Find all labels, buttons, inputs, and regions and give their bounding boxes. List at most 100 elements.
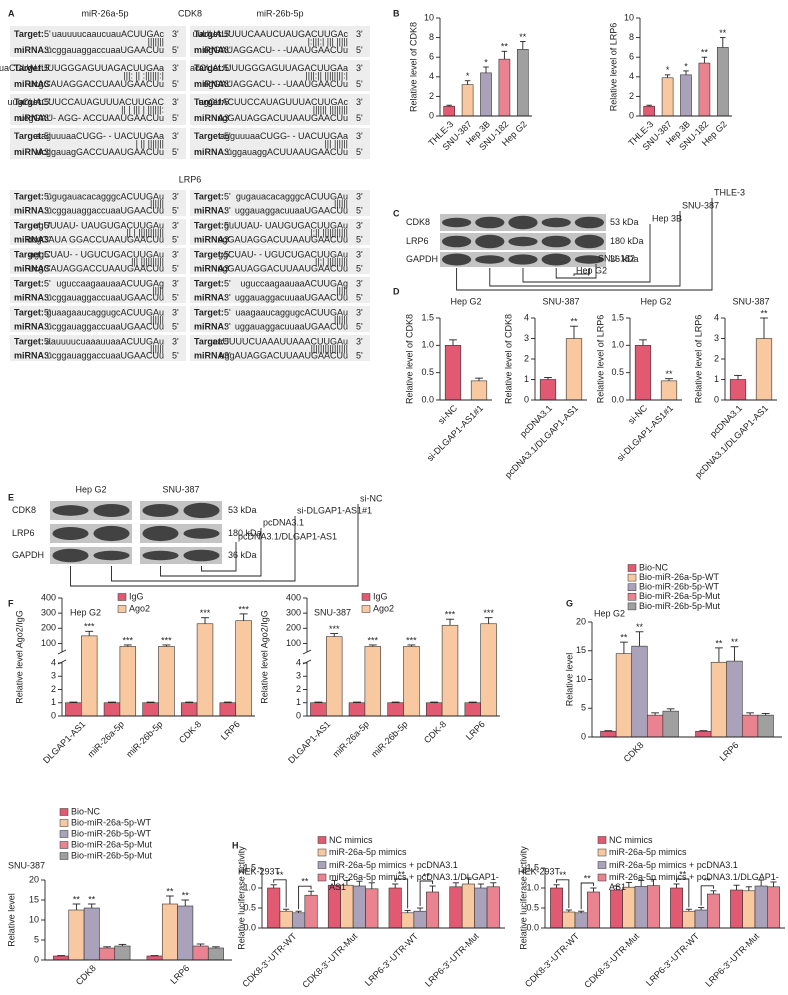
alignment-box	[190, 277, 370, 303]
significance: **	[636, 622, 644, 632]
legend-label: miR-26a-5p mimics + pcDNA3.1	[329, 859, 458, 870]
prime: 5'	[172, 113, 179, 123]
chart-title: SNU-387	[542, 296, 579, 306]
bar	[516, 49, 529, 117]
bracket	[676, 878, 690, 908]
x-tick-label: CDK-8	[422, 719, 448, 745]
y-tick-label: 4	[714, 312, 719, 322]
bar	[279, 910, 293, 929]
y-tick-label: 2	[429, 91, 434, 101]
pairing: ||||||||||||||||	[311, 343, 348, 353]
y-tick-label: 2	[629, 91, 634, 101]
prime: 3'	[172, 97, 179, 107]
y-tick-label: 4	[296, 657, 301, 667]
axis-break-gap	[304, 652, 310, 662]
blot-band	[142, 525, 179, 542]
prime: 5'	[172, 147, 179, 157]
target-label: Target:	[14, 131, 44, 141]
prime: 5'	[44, 131, 51, 141]
x-tick-label: CDK-8	[177, 719, 203, 745]
alignment-box	[10, 190, 186, 216]
prime: 3'	[224, 263, 231, 273]
mirna-label: miRNA:	[194, 321, 227, 331]
mirna-label: miRNA:	[14, 79, 47, 89]
mirna-seq: ucgGAUAGGACCUAAUGAACUu	[29, 79, 164, 89]
target-seq: gugauacacagggcACUUGAu	[236, 192, 348, 202]
legend-swatch	[627, 583, 637, 591]
bar	[600, 730, 617, 738]
blot-size-label: 53 kDa	[610, 217, 639, 227]
blot-band	[183, 502, 220, 519]
pairing: |:|||:| ||| |||||	[308, 37, 348, 47]
bar	[706, 893, 720, 929]
panel-label: H	[232, 840, 239, 850]
prime: 5'	[172, 234, 179, 244]
target-label: Target:	[194, 63, 224, 73]
prime: 3'	[44, 350, 51, 360]
blot-band	[508, 254, 538, 265]
mirna-label: miRNA:	[194, 234, 227, 244]
prime: 3'	[172, 192, 179, 202]
significance: **	[665, 369, 673, 379]
pairing: |||||||	[148, 37, 164, 47]
legend-label: IgG	[373, 591, 388, 601]
lane-label: si-NC	[360, 493, 383, 503]
bar	[565, 338, 583, 401]
significance: **	[620, 633, 628, 643]
y-axis-label: Relative luciferase activity	[518, 846, 528, 950]
prime: 5'	[172, 350, 179, 360]
legend-label: miR-26a-5p mimics	[609, 847, 687, 857]
bracket-label: **	[398, 869, 406, 879]
pairing: || | ||| | ||||||:	[121, 105, 164, 115]
bar	[729, 379, 747, 401]
pairing: |||: || :||||||:|	[123, 71, 164, 81]
bar	[65, 702, 82, 717]
bar	[660, 380, 678, 401]
chart-title: Hep G2	[594, 608, 625, 618]
y-tick-label: 1.0	[421, 340, 434, 350]
bar	[661, 77, 674, 117]
blot-row-label: LRP6	[406, 236, 429, 246]
significance: **	[760, 308, 768, 318]
significance: *	[666, 65, 670, 75]
pairing: |||||| ||||||||	[313, 105, 348, 115]
significance: ***	[84, 622, 95, 632]
bar	[643, 105, 656, 117]
x-tick-label: LRP6	[718, 740, 741, 763]
panel-label: B	[393, 8, 400, 18]
target-seq: uaCCUAUUUUGGGAGUUAGACUUGAa	[0, 63, 164, 73]
blot-size-label: 180 kDa	[228, 528, 262, 538]
y-axis-label: Relative level	[564, 653, 574, 707]
x-tick-label: CDK8	[622, 740, 646, 764]
blot-band	[574, 216, 605, 229]
significance: **	[182, 890, 190, 900]
blot-band	[574, 255, 605, 264]
alignment-header: miR-26b-5p	[256, 8, 303, 18]
bracket	[419, 880, 434, 906]
bar	[695, 730, 712, 738]
legend-swatch	[59, 830, 69, 838]
y-tick-label: 4	[629, 71, 634, 81]
bar	[99, 947, 116, 961]
significance: ***	[161, 635, 172, 645]
pairing: |||||	[152, 285, 164, 295]
y-tick-label: 200	[41, 623, 56, 633]
pairing: ||||||	[334, 198, 348, 208]
target-label: Target:	[194, 97, 224, 107]
pairing: ||||||	[334, 314, 348, 324]
axis-break	[302, 649, 312, 655]
prime: 3'	[356, 192, 363, 202]
y-axis-label: Relative level	[6, 893, 16, 947]
mirna-label: miRNA:	[14, 147, 47, 157]
chart-title: SNU-387	[314, 607, 351, 617]
prime: 3'	[224, 205, 231, 215]
prime: 5'	[172, 292, 179, 302]
x-tick-label: DLGAP1-AS1	[41, 719, 87, 765]
target-label: Target:	[194, 279, 224, 289]
significance: ***	[483, 608, 494, 618]
x-tick-label: LRP6-3'-UTR-Mut	[703, 931, 761, 989]
legend-swatch	[627, 593, 637, 601]
legend-label: Bio-NC	[639, 562, 669, 572]
y-tick-label: 300	[286, 608, 301, 618]
